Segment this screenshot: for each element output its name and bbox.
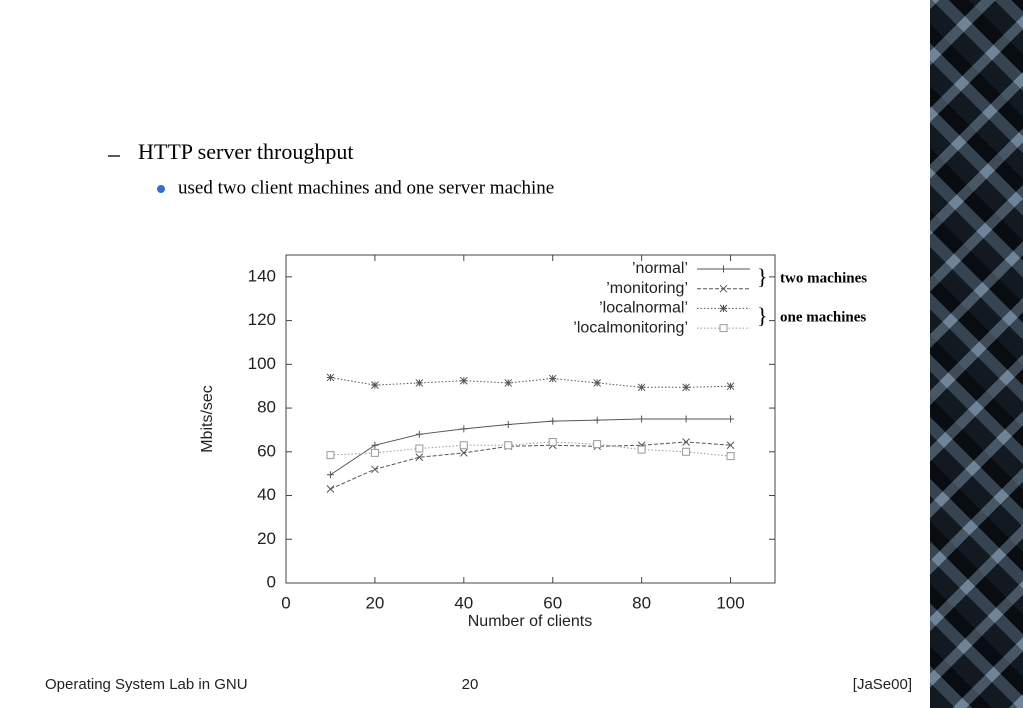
y-tick-label: 140 bbox=[248, 266, 276, 285]
x-tick-label: 80 bbox=[632, 593, 651, 612]
slide-canvas: HTTP server throughput used two client m… bbox=[45, 139, 912, 693]
data-point bbox=[415, 430, 423, 438]
x-tick-label: 0 bbox=[281, 593, 290, 612]
data-point bbox=[549, 417, 557, 425]
y-axis-title: Mbits/sec bbox=[199, 385, 216, 453]
legend-label: ’localnormal’ bbox=[599, 300, 688, 317]
footer-left: Operating System Lab in GNU bbox=[45, 676, 248, 693]
x-axis-title: Number of clients bbox=[468, 613, 593, 630]
data-point bbox=[371, 381, 379, 389]
data-point bbox=[593, 440, 602, 449]
data-point bbox=[459, 449, 468, 457]
data-point bbox=[727, 415, 735, 423]
data-point bbox=[638, 415, 646, 423]
data-point bbox=[726, 452, 735, 461]
series-line bbox=[330, 441, 731, 457]
data-point bbox=[326, 373, 335, 382]
data-point bbox=[637, 383, 646, 392]
data-point bbox=[504, 420, 512, 428]
data-point bbox=[682, 415, 690, 423]
annotation: one machines bbox=[780, 309, 866, 325]
series-line bbox=[330, 418, 731, 476]
dot-bullet bbox=[157, 185, 165, 193]
bullet-text: HTTP server throughput bbox=[138, 139, 353, 164]
legend-marker bbox=[719, 324, 728, 333]
legend-marker bbox=[719, 284, 728, 293]
data-point bbox=[637, 445, 646, 454]
data-point bbox=[326, 451, 335, 460]
annotation: two machines bbox=[780, 270, 867, 286]
footer-center: 20 bbox=[462, 676, 479, 693]
data-point bbox=[726, 382, 735, 391]
data-point bbox=[459, 441, 468, 450]
brace: } bbox=[757, 264, 768, 289]
data-point bbox=[370, 448, 379, 457]
legend-marker bbox=[720, 265, 727, 273]
footer-right: [JaSe00] bbox=[853, 676, 912, 693]
legend-label: ’monitoring’ bbox=[606, 280, 688, 297]
data-point bbox=[415, 444, 424, 453]
legend-label: ’normal’ bbox=[632, 260, 688, 277]
y-tick-label: 40 bbox=[257, 485, 276, 504]
plot-frame bbox=[285, 254, 776, 584]
x-tick-label: 20 bbox=[365, 593, 384, 612]
data-point bbox=[371, 441, 379, 449]
y-tick-label: 80 bbox=[257, 398, 276, 417]
chart: Number of clients Mbits/sec 0 20 40 60 80 100… bbox=[199, 254, 867, 630]
data-point bbox=[504, 379, 513, 387]
data-point bbox=[326, 485, 335, 493]
legend-label: ’localmonitoring’ bbox=[573, 319, 688, 336]
data-point bbox=[459, 376, 468, 385]
data-point bbox=[548, 374, 557, 383]
sub-bullet-text: used two client machines and one server … bbox=[178, 177, 554, 198]
data-point bbox=[593, 416, 601, 424]
data-point bbox=[326, 471, 334, 479]
data-point bbox=[682, 383, 690, 392]
y-tick-label: 120 bbox=[248, 310, 276, 329]
data-point bbox=[504, 441, 513, 450]
data-point bbox=[548, 437, 557, 446]
data-point bbox=[460, 425, 468, 433]
data-point bbox=[415, 379, 424, 387]
data-point bbox=[371, 465, 379, 474]
data-point bbox=[593, 379, 602, 387]
data-point bbox=[682, 438, 690, 446]
x-tick-label: 40 bbox=[454, 593, 473, 612]
data-point bbox=[415, 453, 424, 462]
x-tick-label: 60 bbox=[543, 593, 562, 612]
series-line bbox=[330, 441, 731, 490]
data-point bbox=[682, 447, 691, 456]
x-tick-label: 100 bbox=[716, 593, 744, 612]
data-point bbox=[726, 441, 735, 450]
legend-marker bbox=[719, 304, 728, 313]
decorative-strip bbox=[930, 0, 1023, 708]
brace: } bbox=[757, 303, 768, 328]
y-tick-label: 100 bbox=[248, 354, 276, 373]
y-tick-label: 60 bbox=[257, 441, 276, 460]
y-tick-label: 20 bbox=[257, 529, 276, 548]
series-line bbox=[330, 376, 731, 388]
y-tick-label: 0 bbox=[267, 572, 276, 591]
